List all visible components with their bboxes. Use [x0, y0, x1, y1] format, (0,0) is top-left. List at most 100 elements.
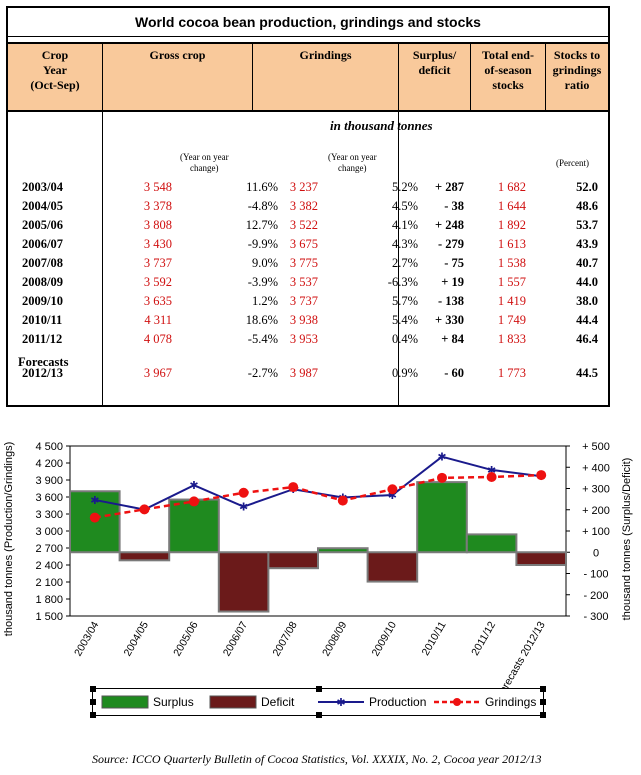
cell-ratio: 40.7 [576, 256, 598, 270]
y2-tick-label: 0 [593, 547, 599, 559]
x-tick-label: 2009/10 [370, 619, 399, 658]
x-tick-label: 2005/06 [171, 619, 200, 658]
cell-year: 2010/11 [22, 313, 63, 327]
cell-grind: 3 522 [289, 218, 318, 232]
x-tick-label: 2010/11 [420, 619, 449, 657]
cell-ratio: 43.9 [576, 237, 598, 251]
data-table: World cocoa bean production, grindings a… [6, 6, 610, 407]
cell-gross: 4 311 [144, 313, 172, 327]
table-title: World cocoa bean production, grindings a… [8, 8, 608, 37]
header-grindings: Grindings [253, 44, 399, 110]
header-stocks: Total end- of-season stocks [471, 44, 546, 110]
y2-tick-label: + 500 [582, 441, 610, 453]
header-crop-year-line2: Year [43, 63, 67, 77]
svg-text:✱: ✱ [336, 697, 345, 709]
cell-gross: 3 737 [143, 256, 172, 270]
point-grindings [89, 512, 100, 523]
cell-ratio: 44.5 [576, 366, 598, 380]
cell-stocks: 1 682 [497, 180, 526, 194]
cell-year: 2006/07 [22, 237, 63, 251]
cell-ratio: 53.7 [576, 218, 598, 232]
y2-tick-label: - 200 [583, 590, 608, 602]
point-grindings [189, 496, 199, 507]
legend-label-deficit: Deficit [261, 695, 295, 709]
cell-stocks: 1 613 [497, 237, 526, 251]
y2-tick-label: + 100 [582, 526, 610, 538]
source-note: Source: ICCO Quarterly Bulletin of Cocoa… [92, 752, 542, 766]
bar-deficit [118, 551, 171, 562]
cell-stocks: 1 892 [497, 218, 526, 232]
table-row: 2010/11 4 311 18.6% 3 938 5.4% + 330 1 749 44.4 [8, 313, 608, 331]
cell-gross: 3 430 [143, 237, 172, 251]
sub-yoy-grind-line2: change) [338, 163, 367, 173]
cell-stocks: 1 644 [497, 199, 526, 213]
cell-gross-pct: 12.7% [245, 218, 278, 232]
cell-year: 2012/13 [22, 366, 63, 380]
legend-handle [540, 686, 546, 692]
cell-gross: 3 378 [143, 199, 172, 213]
cell-ratio: 44.0 [576, 275, 598, 289]
legend-handle [540, 699, 546, 705]
point-production: ✱ [90, 495, 99, 507]
y2-tick-label: - 100 [583, 569, 608, 581]
cell-grind-pct: 0.9% [391, 366, 418, 380]
legend-handle [316, 686, 322, 692]
point-production: ✱ [189, 480, 198, 492]
cell-sd: + 330 [435, 313, 464, 327]
x-tick-label: 2011/12 [469, 619, 498, 657]
cell-year: 2011/12 [22, 332, 63, 346]
cell-sd: - 75 [444, 256, 464, 270]
cell-sd: - 138 [437, 294, 464, 308]
cell-gross-pct: 11.6% [246, 180, 278, 194]
cell-stocks: 1 538 [497, 256, 526, 270]
cell-sd: - 38 [444, 199, 464, 213]
legend-handle [316, 712, 322, 718]
cell-grind: 3 775 [289, 256, 318, 270]
y2-axis-title: thousand tonnes (Surplus/Deficit) [621, 458, 633, 621]
bar-deficit [515, 551, 568, 566]
cell-grind: 3 537 [289, 275, 318, 289]
cell-gross-pct: -2.7% [247, 366, 278, 380]
sub-yoy-gross: (Year on year change) [180, 152, 229, 174]
cell-grind: 3 953 [289, 332, 318, 346]
y-tick-label: 2 700 [35, 543, 63, 555]
point-grindings [337, 495, 348, 506]
cell-stocks: 1 557 [497, 275, 526, 289]
unit-label: in thousand tonnes [330, 118, 433, 133]
x-tick-label: 2003/04 [72, 619, 101, 658]
legend-handle [90, 712, 96, 718]
table-row: 2012/13 3 967 -2.7% 3 987 0.9% - 60 1 773 44.5 [8, 366, 608, 384]
y-tick-label: 2 100 [35, 577, 63, 589]
bar-deficit [217, 551, 270, 613]
header-ratio-line3: ratio [564, 78, 590, 92]
cell-stocks: 1 773 [497, 366, 526, 380]
bar-surplus [168, 498, 220, 554]
cell-year: 2003/04 [22, 180, 63, 194]
y-tick-label: 3 600 [35, 492, 63, 504]
x-tick-label: 2008/09 [320, 619, 349, 658]
table-row: 2005/06 3 808 12.7% 3 522 4.1% + 248 1 892 53.7 [8, 218, 608, 236]
line-grindings [94, 473, 542, 519]
sub-yoy-grind-line1: (Year on year [328, 152, 377, 162]
sub-yoy-grind: (Year on year change) [328, 152, 377, 174]
y-tick-label: 1 500 [35, 611, 63, 623]
sub-yoy-gross-line2: change) [190, 163, 219, 173]
cell-gross: 3 548 [143, 180, 172, 194]
y2-tick-label: - 300 [583, 611, 608, 623]
table-row: 2006/07 3 430 -9.9% 3 675 4.3% - 279 1 613 43.9 [8, 237, 608, 255]
plot-area [69, 445, 567, 617]
y-tick-label: 4 500 [35, 441, 63, 453]
cell-grind: 3 987 [289, 366, 318, 380]
legend-label-production: Production [369, 695, 427, 709]
point-production: ✱ [388, 490, 397, 502]
cell-sd: + 19 [441, 275, 464, 289]
line-production [94, 455, 542, 511]
point-production: ✱ [487, 465, 496, 477]
legend-label-grindings: Grindings [485, 695, 537, 709]
cell-grind-pct: 5.4% [391, 313, 418, 327]
header-surplus-line1: Surplus/ [412, 48, 457, 62]
legend-handle [90, 686, 96, 692]
legend-swatch-grindings [434, 698, 480, 706]
column-divider [398, 112, 399, 407]
legend-swatch-surplus [101, 695, 149, 709]
